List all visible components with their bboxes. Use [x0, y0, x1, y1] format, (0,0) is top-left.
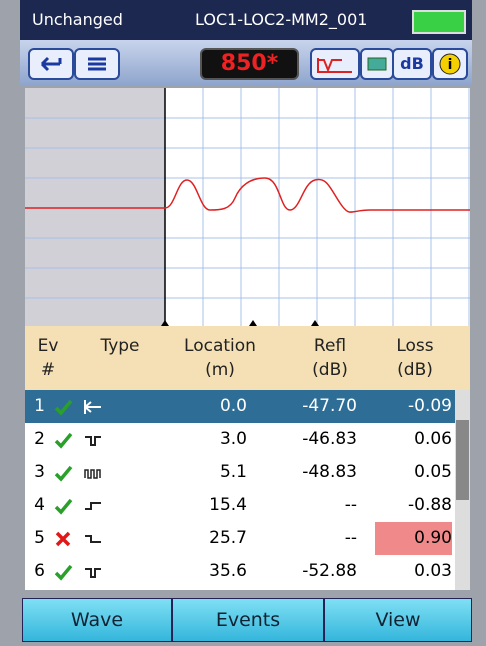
event-number: 4 [25, 489, 45, 522]
loss: 0.06 [375, 423, 452, 456]
col-loss: Loss(dB) [385, 334, 445, 382]
type-icon [83, 462, 103, 484]
refl: -- [275, 489, 357, 522]
wave-button[interactable]: Wave [22, 598, 172, 642]
type-icon [83, 528, 103, 550]
loss: -0.88 [375, 489, 452, 522]
refl: -48.83 [275, 456, 357, 489]
status-icon [53, 528, 73, 550]
header: Location [175, 334, 265, 358]
scroll-thumb[interactable] [456, 420, 469, 500]
status-icon [53, 396, 73, 418]
loss: 0.05 [375, 456, 452, 489]
header: Refl [295, 334, 365, 358]
event-row[interactable]: 1 0.0 -47.70 -0.09 [25, 390, 455, 423]
loss: 0.03 [375, 555, 452, 588]
event-number: 3 [25, 456, 45, 489]
header: (dB) [295, 358, 365, 382]
header: (dB) [385, 358, 445, 382]
location: 5.1 [175, 456, 247, 489]
refl: -46.83 [275, 423, 357, 456]
loss: -0.09 [375, 390, 452, 423]
screen: Unchanged LOC1-LOC2-MM2_001 850* dB i Ev… [0, 0, 486, 646]
file-name: LOC1-LOC2-MM2_001 [195, 10, 367, 29]
event-number: 6 [25, 555, 45, 588]
trace-button[interactable] [310, 48, 360, 80]
trace-view [25, 88, 470, 326]
type-icon [83, 396, 103, 418]
type-icon [83, 495, 103, 517]
view-button[interactable]: View [324, 598, 472, 642]
location: 15.4 [175, 489, 247, 522]
location: 25.7 [175, 522, 247, 555]
event-row[interactable]: 6 35.6 -52.88 0.03 [25, 555, 455, 588]
event-row[interactable]: 2 3.0 -46.83 0.06 [25, 423, 455, 456]
status-icon [53, 561, 73, 583]
col-type: Type [85, 334, 155, 358]
header: (m) [175, 358, 265, 382]
event-number: 2 [25, 423, 45, 456]
header: Ev [33, 334, 63, 358]
toolbar: 850* dB i [20, 40, 472, 86]
info-button[interactable]: i [432, 48, 468, 80]
col-ev: Ev# [33, 334, 63, 382]
status-icon [53, 495, 73, 517]
loss: 0.90 [375, 522, 452, 555]
header: # [33, 358, 63, 382]
events-button[interactable]: Events [172, 598, 324, 642]
scrollbar[interactable] [455, 390, 470, 590]
svg-text:i: i [448, 57, 453, 73]
event-number: 1 [25, 390, 45, 423]
battery [412, 10, 466, 34]
status-icon [53, 429, 73, 451]
refl: -52.88 [275, 555, 357, 588]
event-row[interactable]: 5 25.7 -- 0.90 [25, 522, 455, 555]
status: Unchanged [32, 10, 123, 29]
type-icon [83, 561, 103, 583]
refl: -- [275, 522, 357, 555]
event-table: 1 0.0 -47.70 -0.09 2 3.0 -46.83 0.06 3 5.1 -48.83 0… [25, 390, 455, 590]
header: Loss [385, 334, 445, 358]
location: 3.0 [175, 423, 247, 456]
location: 35.6 [175, 555, 247, 588]
refl: -47.70 [275, 390, 357, 423]
menu-button[interactable] [74, 48, 120, 80]
header: Type [85, 334, 155, 358]
location: 0.0 [175, 390, 247, 423]
event-row[interactable]: 3 5.1 -48.83 0.05 [25, 456, 455, 489]
col-refl: Refl(dB) [295, 334, 365, 382]
units-button[interactable]: dB [392, 48, 432, 80]
event-number: 5 [25, 522, 45, 555]
type-icon [83, 429, 103, 451]
title-bar: Unchanged LOC1-LOC2-MM2_001 [20, 0, 472, 40]
event-row[interactable]: 4 15.4 -- -0.88 [25, 489, 455, 522]
back-button[interactable] [28, 48, 74, 80]
col-location: Location(m) [175, 334, 265, 382]
status-icon [53, 462, 73, 484]
wavelength-button[interactable]: 850* [200, 48, 299, 80]
table-button[interactable] [360, 48, 394, 80]
table-header: Ev# Type Location(m) Refl(dB) Loss(dB) [25, 326, 470, 390]
